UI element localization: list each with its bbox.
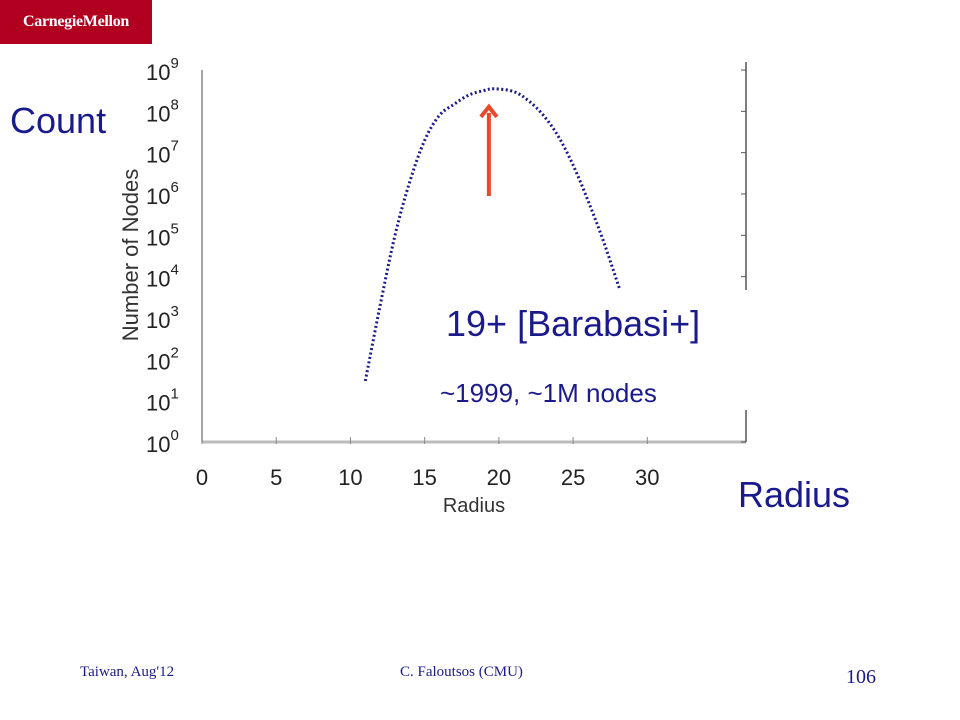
radius-label: Radius bbox=[738, 474, 851, 515]
page-number: 106 bbox=[846, 666, 876, 688]
annotation-title: 19+ [Barabasi+] bbox=[446, 303, 700, 344]
y-tick-label: 106 bbox=[146, 179, 179, 209]
y-tick-exponent: 7 bbox=[170, 138, 178, 155]
series-curve bbox=[363, 87, 649, 382]
y-tick-label: 102 bbox=[146, 344, 179, 374]
footer-venue: Taiwan, Aug'12 bbox=[80, 664, 175, 680]
annotation-subtitle: ~1999, ~1M nodes bbox=[440, 378, 657, 408]
y-tick-label: 104 bbox=[146, 262, 179, 292]
count-label: Count bbox=[10, 100, 107, 141]
y-tick-exponent: 0 bbox=[170, 427, 178, 444]
y-tick-exponent: 1 bbox=[170, 386, 178, 403]
x-axis-label: Radius bbox=[443, 495, 505, 517]
y-tick-exponent: 6 bbox=[170, 179, 178, 196]
x-tick-label: 0 bbox=[196, 465, 208, 490]
y-tick-label: 107 bbox=[146, 138, 179, 168]
arrow-head bbox=[479, 103, 499, 119]
y-tick-exponent: 9 bbox=[170, 55, 178, 72]
y-tick-exponent: 3 bbox=[170, 303, 178, 320]
y-tick-label: 100 bbox=[146, 427, 179, 457]
x-tick-label: 20 bbox=[487, 465, 511, 490]
x-tick-labels: 0 5 10 15 20 25 30 bbox=[196, 437, 660, 490]
footer-author: C. Faloutsos (CMU) bbox=[400, 664, 523, 680]
x-tick-label: 30 bbox=[635, 465, 659, 490]
y-tick-label: 101 bbox=[146, 386, 179, 416]
y-tick-label: 108 bbox=[146, 96, 179, 126]
y-tick-exponent: 4 bbox=[170, 262, 178, 279]
y-tick-exponent: 8 bbox=[170, 96, 178, 113]
annotation-box bbox=[440, 290, 750, 410]
y-tick-exponent: 2 bbox=[170, 344, 178, 361]
x-tick-label: 10 bbox=[338, 465, 362, 490]
y-axis-label: Number of Nodes bbox=[118, 169, 143, 341]
y-tick-label: 105 bbox=[146, 220, 179, 250]
y-tick-exponent: 5 bbox=[170, 220, 178, 237]
peak-arrow bbox=[479, 103, 499, 196]
y-tick-label: 103 bbox=[146, 303, 179, 333]
y-tick-label: 109 bbox=[146, 55, 179, 85]
x-tick-label: 15 bbox=[412, 465, 436, 490]
university-logo: CarnegieMellon bbox=[0, 0, 152, 44]
x-tick-label: 5 bbox=[270, 465, 282, 490]
x-tick-label: 25 bbox=[561, 465, 585, 490]
